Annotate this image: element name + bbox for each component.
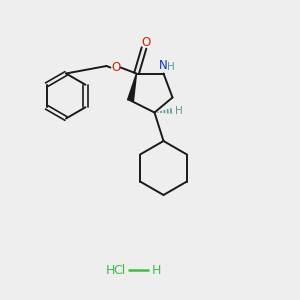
Text: H: H [152, 263, 161, 277]
Text: O: O [141, 36, 150, 49]
Text: H: H [167, 62, 174, 72]
Text: H: H [106, 263, 116, 277]
Text: Cl: Cl [114, 263, 126, 277]
Text: N: N [159, 59, 168, 72]
Polygon shape [128, 74, 136, 101]
Text: O: O [111, 61, 120, 74]
Text: H: H [175, 106, 182, 116]
